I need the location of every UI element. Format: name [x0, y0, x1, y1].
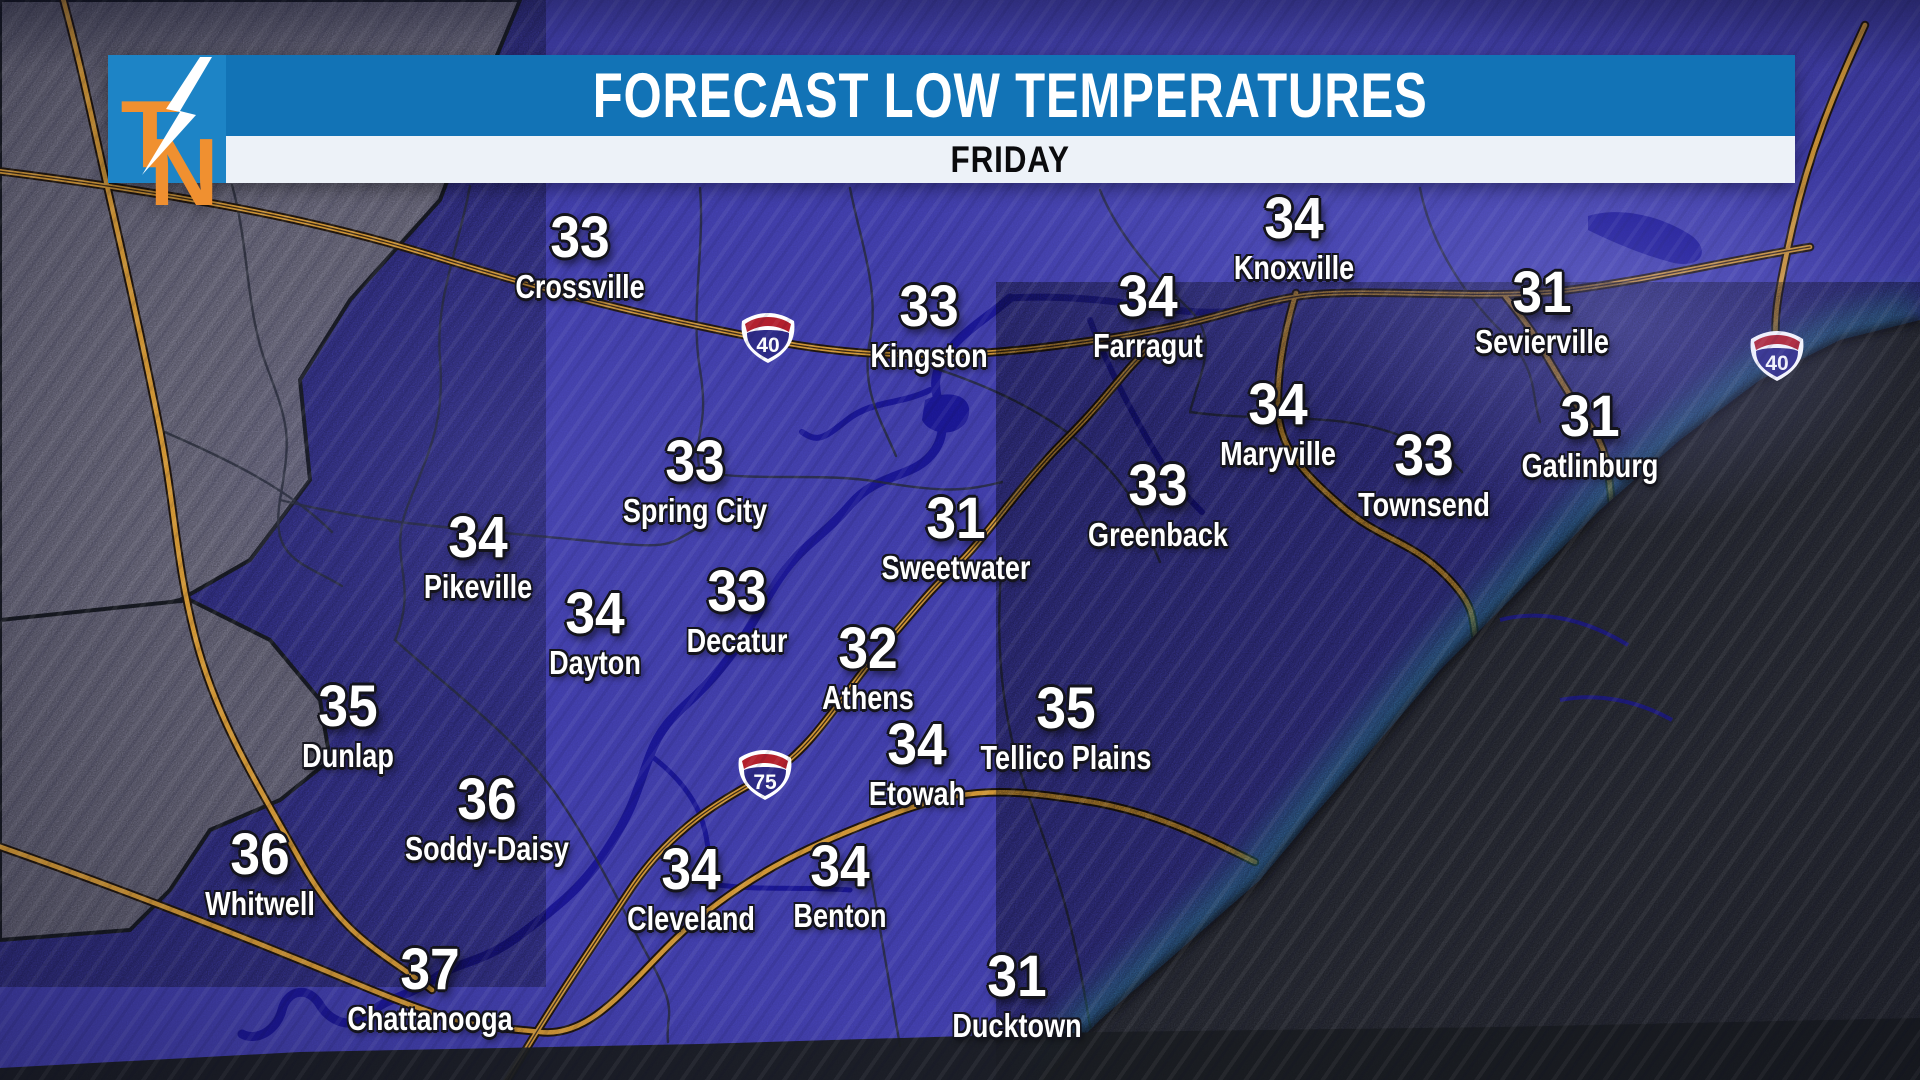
interstate-shields: 40 40 75: [738, 313, 1804, 800]
interstate-75-shield-icon: 75: [738, 750, 792, 800]
banner-blue-bar: [108, 55, 1795, 136]
interstate-40-shield-icon: 40: [741, 313, 795, 363]
banner-day-bar: [226, 136, 1795, 183]
page-title: FORECAST LOW TEMPERATURES: [226, 55, 1795, 136]
title-banner: T N FORECAST LOW TEMPERATURES FRIDAY: [108, 55, 1795, 226]
lightning-bolt-icon: [142, 57, 212, 175]
station-logo: T N: [108, 55, 226, 226]
svg-text:40: 40: [756, 334, 779, 357]
forecast-day-text: FRIDAY: [950, 138, 1071, 180]
svg-text:75: 75: [753, 771, 777, 794]
interstate-40-shield-icon: 40: [1750, 331, 1804, 381]
logo-letter-n: N: [149, 119, 218, 226]
svg-text:40: 40: [1765, 352, 1788, 375]
forecast-day: FRIDAY: [226, 136, 1795, 183]
page-title-text: FORECAST LOW TEMPERATURES: [593, 60, 1428, 131]
